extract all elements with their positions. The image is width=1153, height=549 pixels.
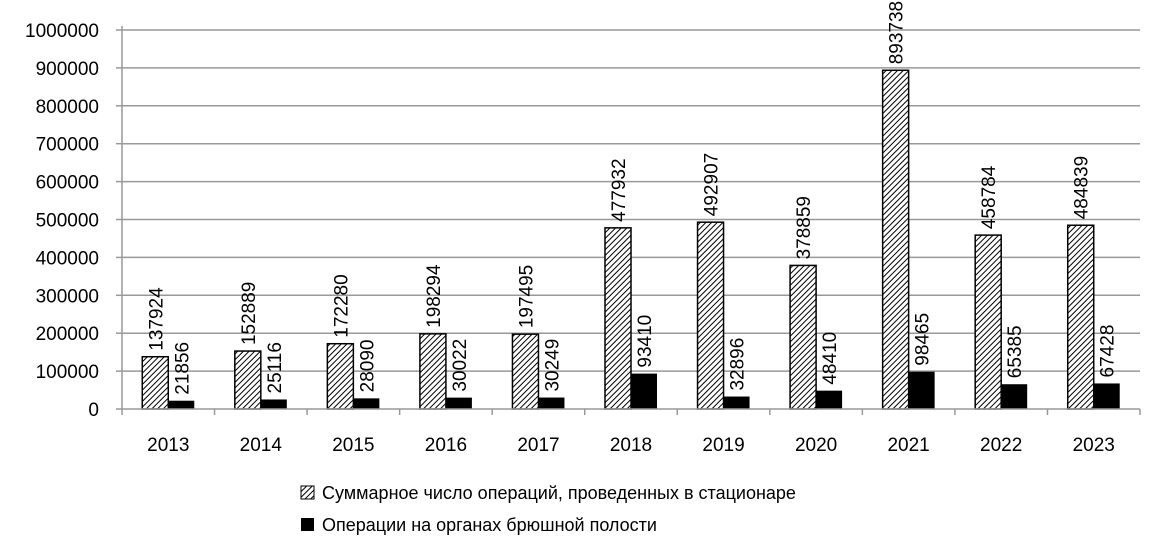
y-tick-label: 900000 [36, 59, 99, 80]
data-label: 32896 [728, 338, 749, 391]
data-label: 21856 [172, 342, 193, 395]
bar-total-operations [326, 342, 355, 410]
data-label: 65385 [1005, 325, 1026, 378]
data-label: 67428 [1098, 325, 1119, 378]
y-tick-label: 800000 [36, 97, 99, 118]
y-tick-label: 1000000 [25, 21, 99, 42]
bar-total-operations [419, 333, 447, 410]
bar-total-operations [604, 227, 632, 410]
data-label: 197495 [516, 265, 537, 328]
legend-label-abdominal-operations: Операции на органах брюшной полости [322, 515, 657, 535]
data-label: 458784 [979, 165, 1000, 229]
x-tick-label: 2021 [887, 435, 929, 456]
y-tick-label: 300000 [36, 286, 99, 307]
y-tick-label: 400000 [36, 248, 99, 269]
data-label: 198294 [424, 264, 445, 328]
legend-swatch-solid [301, 518, 314, 531]
bar-total-operations [511, 333, 540, 410]
bar-total-operations [234, 350, 262, 410]
y-tick-label: 700000 [36, 135, 99, 156]
bar-total-operations [696, 221, 725, 410]
data-label: 98465 [913, 313, 934, 366]
x-tick-label: 2013 [147, 435, 189, 456]
bar-total-operations [1066, 224, 1095, 410]
bar-abdominal-operations [631, 373, 657, 409]
legend-swatch-hatched [300, 485, 315, 500]
y-tick-label: 100000 [36, 362, 99, 383]
data-label: 378859 [794, 196, 815, 259]
data-label: 137924 [146, 287, 167, 351]
bar-abdominal-operations [168, 400, 195, 409]
data-label: 30022 [450, 339, 471, 392]
bar-abdominal-operations [1001, 384, 1028, 409]
bar-abdominal-operations [538, 397, 565, 409]
y-tick-label: 600000 [36, 173, 99, 194]
legend-label-total-operations: Суммарное число операций, проведенных в … [322, 483, 796, 503]
data-label: 492907 [702, 153, 723, 216]
data-label: 484839 [1072, 156, 1093, 219]
x-tick-label: 2019 [702, 435, 744, 456]
bar-abdominal-operations [723, 396, 750, 409]
x-tick-label: 2020 [795, 435, 837, 456]
bar-total-operations [974, 234, 1002, 410]
data-label: 48410 [820, 332, 841, 385]
x-tick-label: 2017 [517, 435, 559, 456]
bar-total-operations [881, 69, 910, 410]
data-label: 28090 [357, 340, 378, 393]
bar-abdominal-operations [445, 397, 472, 409]
x-tick-label: 2023 [1073, 435, 1115, 456]
y-tick-label: 0 [88, 400, 99, 421]
bar-abdominal-operations [260, 399, 287, 409]
x-tick-label: 2022 [980, 435, 1022, 456]
y-tick-label: 500000 [36, 211, 99, 232]
bar-total-operations [789, 264, 817, 410]
data-label: 152889 [239, 282, 260, 345]
bar-total-operations [141, 355, 170, 410]
x-tick-label: 2014 [240, 435, 283, 456]
data-label: 30249 [542, 339, 563, 392]
x-tick-label: 2016 [425, 435, 467, 456]
y-tick-label: 200000 [36, 324, 99, 345]
data-label: 93410 [635, 315, 656, 368]
bar-abdominal-operations [816, 390, 843, 409]
bar-abdominal-operations [1093, 383, 1120, 409]
bar-abdominal-operations [353, 398, 380, 409]
data-label: 893738 [887, 1, 908, 64]
data-label: 25116 [265, 342, 286, 393]
x-tick-label: 2018 [610, 435, 652, 456]
data-label: 477932 [609, 158, 630, 221]
bar-abdominal-operations [908, 371, 935, 409]
data-label: 172280 [331, 274, 352, 337]
x-tick-label: 2015 [332, 435, 374, 456]
legend: Суммарное число операций, проведенных в … [300, 483, 796, 535]
